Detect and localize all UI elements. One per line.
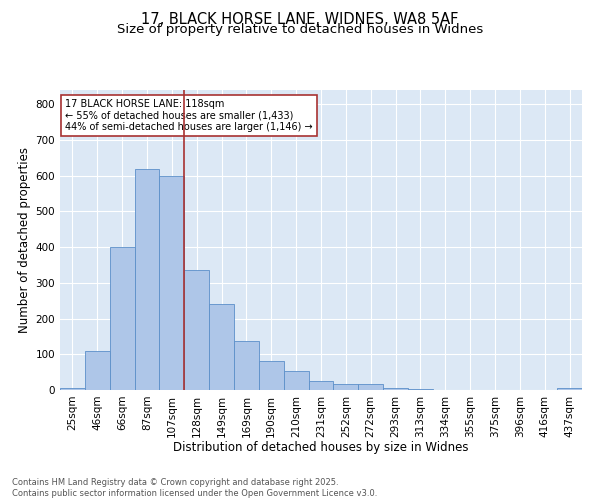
Bar	[259, 362, 284, 390]
Bar	[334, 384, 358, 390]
Bar	[134, 168, 160, 390]
Y-axis label: Number of detached properties: Number of detached properties	[19, 147, 31, 333]
Bar	[308, 381, 334, 390]
Bar	[234, 340, 259, 390]
Bar	[160, 176, 184, 390]
Bar	[284, 372, 308, 390]
Bar	[60, 388, 85, 390]
Bar	[358, 384, 383, 390]
Bar	[383, 388, 408, 390]
Bar	[184, 270, 209, 390]
Bar	[209, 304, 234, 390]
Text: Size of property relative to detached houses in Widnes: Size of property relative to detached ho…	[117, 24, 483, 36]
Bar	[110, 247, 134, 390]
Text: Contains HM Land Registry data © Crown copyright and database right 2025.
Contai: Contains HM Land Registry data © Crown c…	[12, 478, 377, 498]
Text: 17, BLACK HORSE LANE, WIDNES, WA8 5AF: 17, BLACK HORSE LANE, WIDNES, WA8 5AF	[142, 12, 458, 28]
Text: 17 BLACK HORSE LANE: 118sqm
← 55% of detached houses are smaller (1,433)
44% of : 17 BLACK HORSE LANE: 118sqm ← 55% of det…	[65, 99, 313, 132]
Bar	[85, 350, 110, 390]
X-axis label: Distribution of detached houses by size in Widnes: Distribution of detached houses by size …	[173, 441, 469, 454]
Bar	[557, 388, 582, 390]
